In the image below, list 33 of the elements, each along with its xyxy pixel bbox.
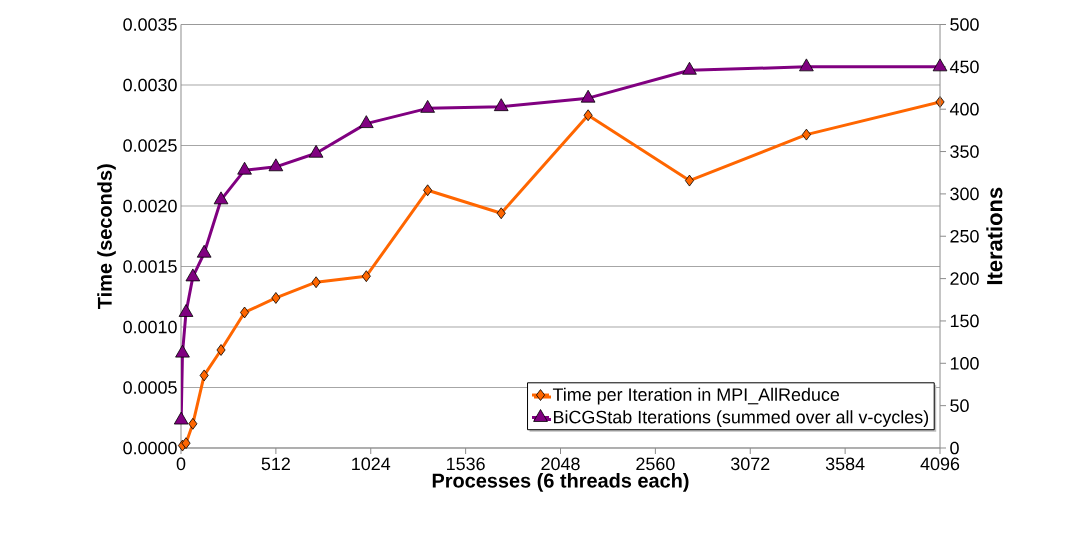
y2-tick-label: 200: [950, 272, 979, 285]
y2-tick-label: 300: [950, 187, 979, 201]
y-axis-title: Time (seconds): [97, 164, 116, 309]
y2-tick-label: 400: [949, 102, 979, 116]
x-tick-label: 2048: [541, 457, 580, 471]
x-tick-label: 3584: [825, 457, 865, 471]
y-tick-label: 0.0035: [123, 18, 177, 31]
legend-label: Time per Iteration in MPI_AllReduce: [552, 387, 840, 405]
y2-tick-label: 0: [950, 441, 959, 455]
y-tick-label: 0.0005: [123, 381, 177, 394]
x-tick-label: 1536: [447, 457, 485, 471]
y-tick-label: 0.0010: [123, 320, 177, 334]
x-tick-label: 4096: [920, 457, 960, 471]
x-tick-label: 0: [176, 457, 186, 471]
y-tick-label: 0.0020: [123, 199, 177, 213]
x-tick-label: 3072: [731, 457, 770, 471]
y2-tick-label: 450: [949, 60, 979, 74]
y2-tick-label: 50: [950, 399, 969, 412]
y-tick-label: 0.0025: [123, 139, 177, 152]
y2-tick-label: 250: [950, 229, 979, 243]
y2-axis-title: Iterations: [986, 187, 1003, 285]
y2-tick-label: 100: [950, 356, 979, 370]
x-tick-label: 1024: [352, 457, 391, 471]
x-tick-label: 512: [261, 457, 290, 471]
y-tick-label: 0.0000: [123, 441, 177, 455]
y-tick-label: 0.0030: [123, 78, 177, 92]
legend-label: BiCGStab Iterations (summed over all v-cycles): [553, 410, 929, 427]
y2-tick-label: 150: [950, 314, 979, 328]
y2-tick-label: 350: [950, 145, 979, 158]
y-tick-label: 0.0015: [123, 260, 177, 273]
x-tick-label: 2560: [636, 457, 675, 471]
x-axis-title: Processes (6 threads each): [432, 473, 689, 492]
y2-tick-label: 500: [950, 18, 979, 31]
